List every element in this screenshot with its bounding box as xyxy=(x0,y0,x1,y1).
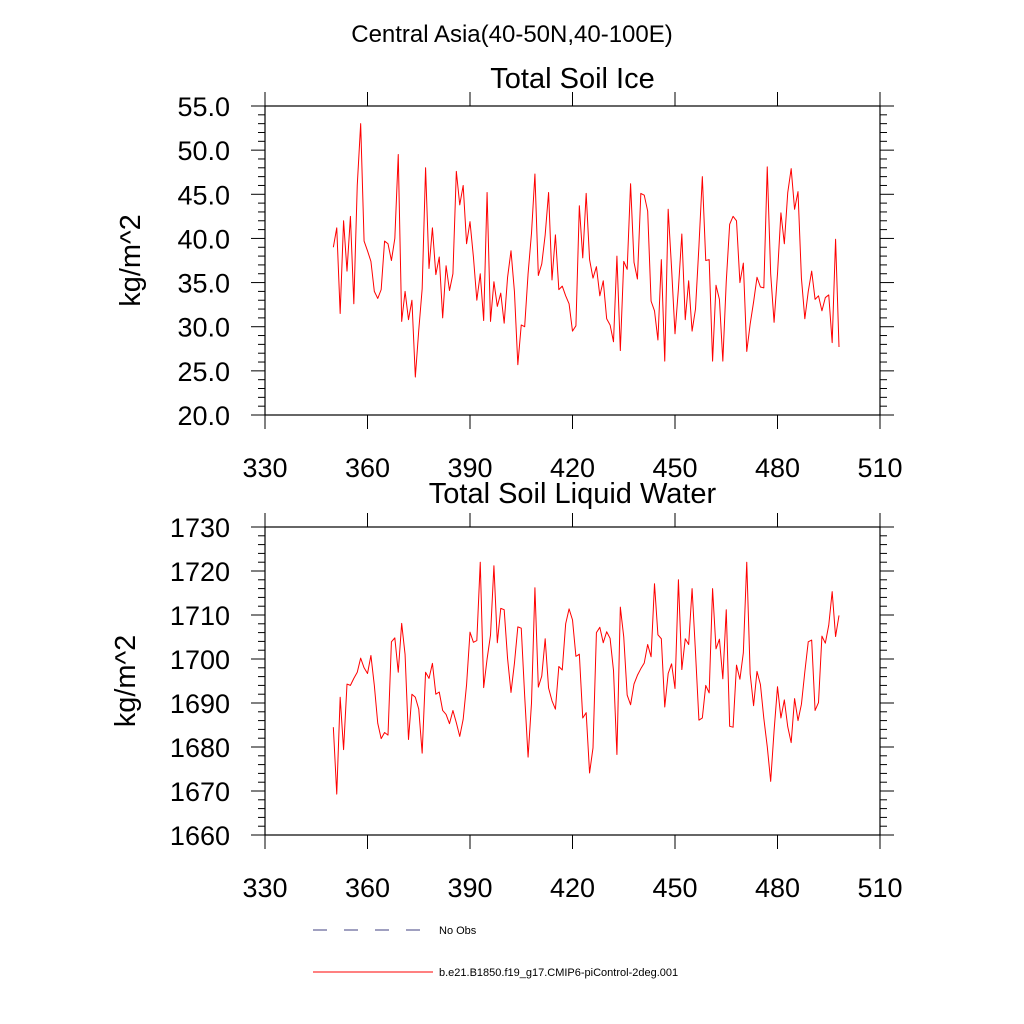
y-tick-label: 55.0 xyxy=(177,92,230,122)
y-tick-label: 25.0 xyxy=(177,357,230,387)
x-tick-label: 450 xyxy=(652,453,697,483)
chart-panel-1: Total Soil Ice 330 360 390 420 450 480 510 20.0 2… xyxy=(115,63,903,483)
x-tick-label: 330 xyxy=(242,873,287,903)
x-tick-label: 330 xyxy=(242,453,287,483)
x-tick-label: 510 xyxy=(857,873,902,903)
legend-label-model: b.e21.B1850.f19_g17.CMIP6-piControl-2deg… xyxy=(439,967,678,979)
legend-label-no-obs: No Obs xyxy=(439,925,477,937)
x-tick-label: 390 xyxy=(447,453,492,483)
y-tick-label: 1680 xyxy=(170,733,230,763)
y-tick-label: 1660 xyxy=(170,821,230,851)
y-tick-label: 1690 xyxy=(170,689,230,719)
chart-panel-2: Total Soil Liquid Water 330 360 390 420 450 48… xyxy=(110,478,903,903)
y-tick-label: 20.0 xyxy=(177,401,230,431)
chart-panels: Total Soil Ice 330 360 390 420 450 480 510 20.0 2… xyxy=(110,63,903,903)
panel-title: Total Soil Ice xyxy=(490,63,654,95)
y-tick-label: 1670 xyxy=(170,777,230,807)
y-axis-label: kg/m^2 xyxy=(115,214,147,307)
y-tick-label: 1730 xyxy=(170,513,230,543)
figure-suptitle: Central Asia(40-50N,40-100E) xyxy=(351,21,673,48)
x-tick-label: 360 xyxy=(345,453,390,483)
y-axis-label: kg/m^2 xyxy=(110,635,142,728)
x-tick-label: 480 xyxy=(755,873,800,903)
y-tick-label: 50.0 xyxy=(177,136,230,166)
y-tick-label: 30.0 xyxy=(177,313,230,343)
plot-frame xyxy=(264,526,881,836)
x-tick-label: 360 xyxy=(345,873,390,903)
y-tick-label: 1710 xyxy=(170,601,230,631)
series-line-1 xyxy=(332,123,840,378)
y-tick-label: 1700 xyxy=(170,645,230,675)
y-tick-label: 40.0 xyxy=(177,224,230,254)
x-tick-label: 510 xyxy=(857,453,902,483)
x-tick-label: 390 xyxy=(447,873,492,903)
panel-title: Total Soil Liquid Water xyxy=(429,478,717,510)
y-tick-label: 35.0 xyxy=(177,269,230,299)
x-tick-label: 450 xyxy=(652,873,697,903)
y-tick-label: 1720 xyxy=(170,557,230,587)
x-tick-label: 480 xyxy=(755,453,800,483)
x-tick-label: 420 xyxy=(550,453,595,483)
y-tick-label: 45.0 xyxy=(177,180,230,210)
series-line-1 xyxy=(332,561,840,795)
x-tick-label: 420 xyxy=(550,873,595,903)
legend: No Obs b.e21.B1850.f19_g17.CMIP6-piContr… xyxy=(313,925,678,979)
plot-frame xyxy=(264,105,881,416)
